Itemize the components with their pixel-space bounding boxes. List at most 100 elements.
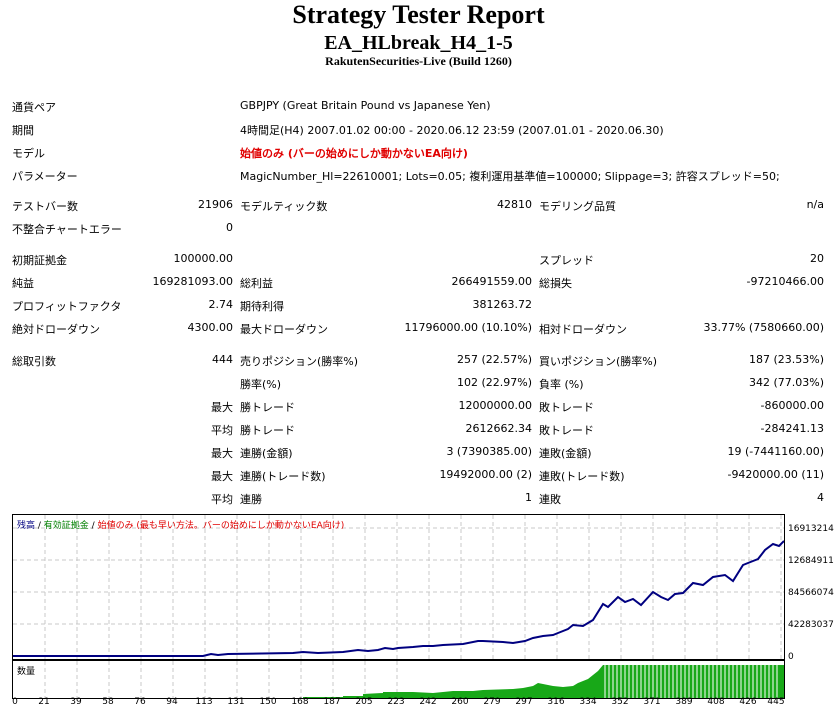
max-cons-profit-value: 19492000.00 (2) xyxy=(439,468,532,481)
abs-drawdown-label: 絶対ドローダウン xyxy=(12,323,100,336)
avg-cons-losses-label: 連敗 xyxy=(539,493,561,506)
expected-payoff-value: 381263.72 xyxy=(472,298,533,311)
volume-label: 数量 xyxy=(17,667,36,677)
period-value: 4時間足(H4) 2007.01.02 00:00 - 2020.06.12 2… xyxy=(240,124,664,137)
max-cons-loss-amount-label: 連敗(トレード数) xyxy=(539,470,625,483)
x-tick: 297 xyxy=(515,697,533,707)
largest-loss-label: 敗トレード xyxy=(539,401,594,414)
avg-prefix: 平均 xyxy=(211,493,233,506)
abs-drawdown-value: 4300.00 xyxy=(187,321,234,334)
short-positions-value: 257 (22.57%) xyxy=(456,353,532,366)
avg-win-value: 2612662.34 xyxy=(465,422,532,435)
max-cons-profit-label: 連勝(トレード数) xyxy=(240,470,326,483)
balance-chart: 残高 / 有効証拠金 / 始値のみ (最も早い方法。バーの始めにしか動かないEA… xyxy=(12,514,785,660)
y-tick: 16913214 xyxy=(788,524,834,534)
avg-win-label: 勝トレード xyxy=(240,424,295,437)
rel-drawdown-value: 33.77% (7580660.00) xyxy=(703,321,824,334)
x-tick: 94 xyxy=(166,697,178,707)
x-tick: 0 xyxy=(12,697,18,707)
symbol-label: 通貨ペア xyxy=(12,101,56,114)
quality-value: n/a xyxy=(806,198,824,211)
y-tick: 0 xyxy=(788,652,794,662)
x-tick: 39 xyxy=(70,697,82,707)
model-value: 始値のみ (バーの始めにしか動かないEA向け) xyxy=(240,147,468,160)
x-tick: 76 xyxy=(134,697,146,707)
model-label: モデル xyxy=(12,147,45,160)
max-prefix: 最大 xyxy=(211,447,233,460)
total-trades-value: 444 xyxy=(212,353,233,366)
volume-bars xyxy=(44,661,784,698)
legend-separator: / xyxy=(35,521,44,531)
gross-loss-label: 総損失 xyxy=(539,277,572,290)
server-build: RakutenSecurities-Live (Build 1260) xyxy=(325,54,512,68)
max-cons-wins-value: 3 (7390385.00) xyxy=(446,445,532,458)
max-cons-losses-label: 連敗(金額) xyxy=(539,447,592,460)
x-tick: 279 xyxy=(483,697,501,707)
y-tick: 12684911 xyxy=(788,556,834,566)
x-tick: 426 xyxy=(739,697,757,707)
params-label: パラメーター xyxy=(12,170,78,183)
report-title: Strategy Tester Report xyxy=(292,0,545,29)
spread-value: 20 xyxy=(810,252,824,265)
x-tick: 242 xyxy=(419,697,437,707)
avg-cons-wins-label: 連勝 xyxy=(240,493,262,506)
legend-equity: 有効証拠金 xyxy=(43,521,89,531)
avg-loss-value: -284241.13 xyxy=(760,422,824,435)
x-tick: 21 xyxy=(38,697,50,707)
x-tick: 113 xyxy=(195,697,213,707)
x-tick: 352 xyxy=(611,697,629,707)
x-tick: 187 xyxy=(323,697,341,707)
max-cons-losses-value: 19 (-7441160.00) xyxy=(727,445,824,458)
max-prefix: 最大 xyxy=(211,470,233,483)
net-profit-label: 純益 xyxy=(12,277,34,290)
ticks-value: 42810 xyxy=(497,198,532,211)
gross-profit-value: 266491559.00 xyxy=(451,275,532,288)
period-label: 期間 xyxy=(12,124,34,137)
max-cons-loss-amount-value: -9420000.00 (11) xyxy=(727,468,824,481)
legend-model: 始値のみ (最も早い方法。バーの始めにしか動かないEA向け) xyxy=(97,521,345,531)
deposit-label: 初期証拠金 xyxy=(12,254,67,267)
deposit-value: 100000.00 xyxy=(173,252,234,265)
max-cons-wins-label: 連勝(金額) xyxy=(240,447,293,460)
y-tick: 42283037 xyxy=(788,620,834,630)
bars-label: テストバー数 xyxy=(12,200,78,213)
long-positions-label: 買いポジション(勝率%) xyxy=(539,355,658,368)
symbol-value: GBPJPY (Great Britain Pound vs Japanese … xyxy=(240,99,491,112)
x-tick: 223 xyxy=(387,697,405,707)
x-tick: 58 xyxy=(102,697,114,707)
x-tick: 408 xyxy=(707,697,725,707)
avg-loss-label: 敗トレード xyxy=(539,424,594,437)
balance-chart-grid xyxy=(13,515,784,659)
spread-label: スプレッド xyxy=(539,254,594,267)
profit-factor-value: 2.74 xyxy=(208,298,234,311)
errors-value: 0 xyxy=(226,221,233,234)
long-positions-value: 187 (23.53%) xyxy=(748,353,824,366)
x-tick: 389 xyxy=(675,697,693,707)
expected-payoff-label: 期待利得 xyxy=(240,300,284,313)
avg-cons-wins-value: 1 xyxy=(525,491,532,504)
max-drawdown-value: 11796000.00 (10.10%) xyxy=(404,321,532,334)
x-tick: 371 xyxy=(643,697,661,707)
profit-factor-label: プロフィットファクタ xyxy=(12,300,122,313)
x-tick: 168 xyxy=(291,697,309,707)
x-tick: 334 xyxy=(579,697,597,707)
gross-profit-label: 総利益 xyxy=(240,277,273,290)
x-tick: 316 xyxy=(547,697,565,707)
errors-label: 不整合チャートエラー xyxy=(12,223,122,236)
bars-value: 21906 xyxy=(198,198,233,211)
total-trades-label: 総取引数 xyxy=(12,355,56,368)
net-profit-value: 169281093.00 xyxy=(152,275,233,288)
rel-drawdown-label: 相対ドローダウン xyxy=(539,323,627,336)
x-tick: 131 xyxy=(227,697,245,707)
legend-separator: / xyxy=(88,521,98,531)
max-prefix: 最大 xyxy=(211,401,233,414)
quality-label: モデリング品質 xyxy=(539,200,616,213)
ea-name: EA_HLbreak_H4_1-5 xyxy=(324,32,513,54)
largest-win-value: 12000000.00 xyxy=(458,399,532,412)
x-tick: 150 xyxy=(259,697,277,707)
legend-balance: 残高 xyxy=(17,521,36,531)
avg-cons-losses-value: 4 xyxy=(817,491,824,504)
x-tick: 445 xyxy=(767,697,785,707)
x-tick: 205 xyxy=(355,697,373,707)
x-tick: 260 xyxy=(451,697,469,707)
